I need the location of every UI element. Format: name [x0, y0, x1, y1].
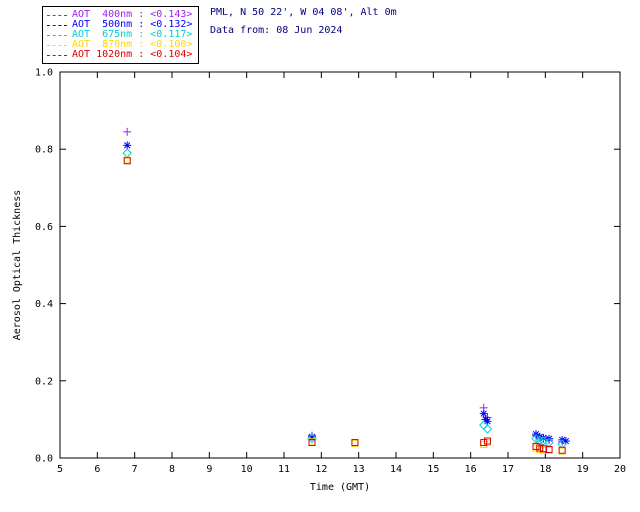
legend-line-sample-icon: [47, 24, 67, 26]
svg-text:8: 8: [169, 464, 175, 475]
x-axis-ticks: [59, 72, 621, 458]
series-aot-675nm-points: [122, 148, 567, 449]
svg-text:12: 12: [315, 464, 327, 475]
svg-text:11: 11: [278, 464, 290, 475]
svg-text:0.4: 0.4: [35, 299, 53, 310]
svg-text:18: 18: [539, 464, 551, 475]
legend-line-sample-icon: [47, 44, 67, 46]
legend-line-sample-icon: [47, 54, 67, 56]
svg-text:10: 10: [241, 464, 253, 475]
svg-text:0.6: 0.6: [35, 222, 53, 233]
svg-text:7: 7: [132, 464, 138, 475]
svg-text:20: 20: [614, 464, 626, 475]
legend-item: AOT 675nm : <0.117>: [47, 30, 192, 40]
svg-text:15: 15: [427, 464, 439, 475]
series-aot-870nm-points: [123, 156, 566, 455]
svg-text:9: 9: [206, 464, 212, 475]
svg-text:16: 16: [465, 464, 477, 475]
header-date: Data from: 08 Jun 2024: [210, 25, 343, 36]
legend-item-label: AOT 870nm : <0.100>: [72, 39, 193, 50]
legend-item: AOT 400nm : <0.143>: [47, 10, 192, 20]
svg-text:6: 6: [94, 464, 100, 475]
svg-text:0.8: 0.8: [35, 145, 53, 156]
legend: AOT 400nm : <0.143> AOT 500nm : <0.132> AO…: [42, 6, 200, 64]
legend-item: AOT 870nm : <0.100>: [47, 40, 192, 50]
header-location: PML, N 50 22', W 04 08', Alt 0m: [210, 7, 397, 18]
svg-text:0.0: 0.0: [35, 454, 53, 465]
legend-item-label: AOT 1020nm : <0.104>: [72, 49, 193, 60]
legend-item-label: AOT 400nm : <0.143>: [72, 9, 193, 20]
svg-text:0.2: 0.2: [35, 376, 53, 387]
legend-item-label: AOT 500nm : <0.132>: [72, 19, 193, 30]
x-axis-tick-labels: 5 6 7 8 9 10 11 12 13 14 15 16 17 18 19 20: [57, 464, 626, 475]
x-axis-label: Time (GMT): [310, 482, 370, 493]
svg-text:13: 13: [353, 464, 365, 475]
svg-text:19: 19: [577, 464, 589, 475]
legend-item-label: AOT 675nm : <0.117>: [72, 29, 193, 40]
svg-text:17: 17: [502, 464, 514, 475]
svg-text:1.0: 1.0: [35, 68, 53, 79]
legend-item: AOT 1020nm : <0.104>: [47, 50, 192, 60]
legend-item: AOT 500nm : <0.132>: [47, 20, 192, 30]
svg-text:5: 5: [57, 464, 63, 475]
series-aot-500nm-points: [123, 141, 570, 446]
series-aot-400nm-points: [123, 127, 567, 446]
y-axis-tick-labels: 0.0 0.2 0.4 0.6 0.8 1.0: [35, 68, 53, 465]
legend-line-sample-icon: [47, 34, 67, 36]
series-aot-1020nm-points: [123, 157, 566, 454]
plot-header: PML, N 50 22', W 04 08', Alt 0m Data fro…: [210, 7, 397, 43]
svg-text:14: 14: [390, 464, 402, 475]
plot-frame: [59, 71, 621, 459]
y-axis-ticks: [60, 71, 620, 459]
y-axis-label: Aerosol Optical Thickness: [12, 190, 23, 341]
legend-line-sample-icon: [47, 14, 67, 16]
